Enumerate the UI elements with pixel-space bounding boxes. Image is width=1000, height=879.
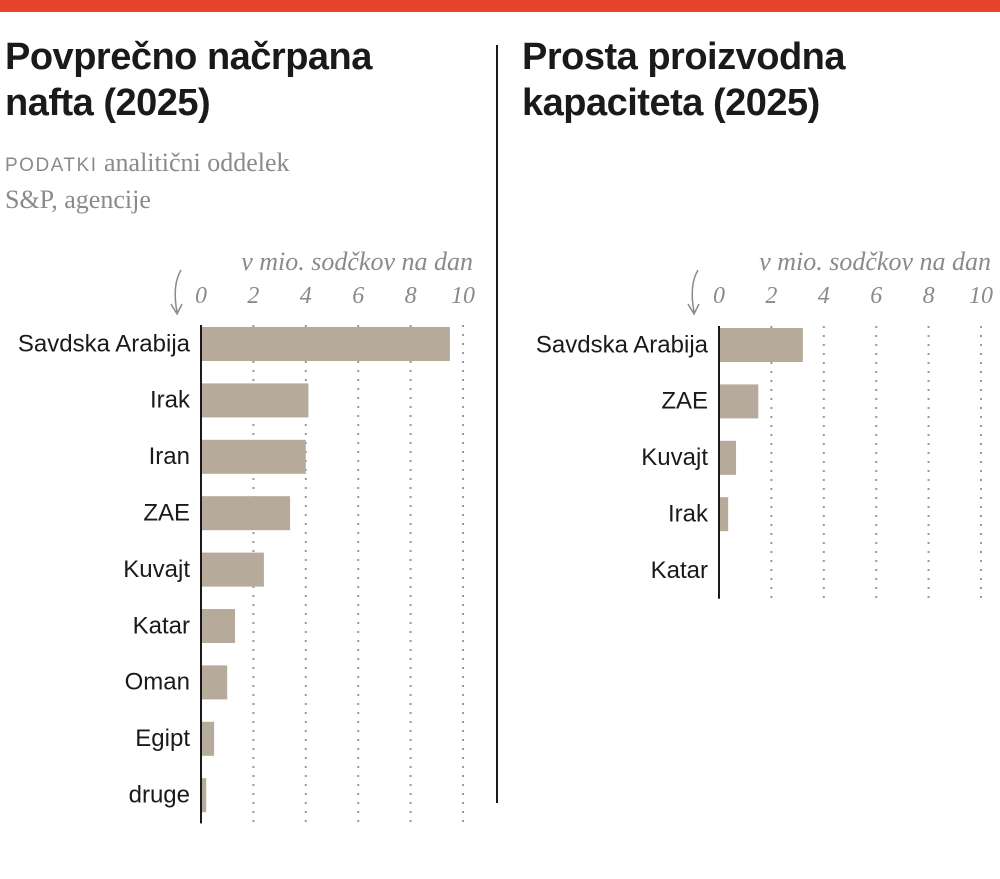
bar <box>201 721 215 756</box>
category-label: Savdska Arabija <box>18 330 191 357</box>
bar <box>719 440 737 475</box>
bar <box>719 497 729 532</box>
category-label: Kuvajt <box>123 556 190 583</box>
bar <box>201 496 291 531</box>
chart-title: Povprečno načrpana nafta (2025) <box>5 36 372 124</box>
bar <box>719 384 759 419</box>
category-label: Kuvajt <box>641 444 708 471</box>
x-tick-label: 8 <box>405 283 417 309</box>
source-text: analitični oddelek S&P, agencije <box>5 148 290 214</box>
category-label: Egipt <box>135 725 190 752</box>
source: PODATKI analitični oddelek S&P, agencije <box>5 146 335 217</box>
arrow <box>687 269 700 316</box>
bar <box>201 383 309 418</box>
category-label: Irak <box>668 501 709 528</box>
bar <box>719 328 803 362</box>
x-tick-label: 2 <box>765 283 777 309</box>
chart-title: Prosta proizvodna kapaciteta (2025) <box>522 36 846 124</box>
arrow <box>170 269 183 316</box>
bar <box>201 327 450 361</box>
category-label: druge <box>129 782 190 809</box>
x-tick-label: 6 <box>870 283 882 309</box>
x-tick-label: 4 <box>300 283 312 309</box>
bar <box>201 778 207 813</box>
top-bar <box>0 0 1000 12</box>
x-tick-label: 0 <box>195 283 207 309</box>
bar <box>201 552 264 587</box>
category-label: Katar <box>651 557 708 584</box>
category-label: Savdska Arabija <box>536 331 709 358</box>
x-tick-label: 0 <box>713 283 725 309</box>
x-tick-label: 10 <box>969 283 993 309</box>
x-tick-label: 8 <box>923 283 935 309</box>
category-label: Katar <box>133 612 190 639</box>
category-label: ZAE <box>143 500 190 527</box>
x-axis-label: v mio. sodčkov na dan <box>241 247 473 276</box>
category-label: Iran <box>149 443 190 470</box>
x-tick-label: 6 <box>352 283 364 309</box>
bar <box>201 439 306 474</box>
bar <box>201 665 228 700</box>
source-label: PODATKI <box>5 155 98 176</box>
category-label: ZAE <box>661 388 708 415</box>
bar <box>201 609 236 643</box>
x-tick-label: 2 <box>247 283 259 309</box>
category-label: Oman <box>125 669 190 696</box>
category-label: Irak <box>150 387 191 414</box>
x-tick-label: 10 <box>451 283 475 309</box>
x-axis-label: v mio. sodčkov na dan <box>759 247 991 276</box>
x-tick-label: 4 <box>818 283 830 309</box>
